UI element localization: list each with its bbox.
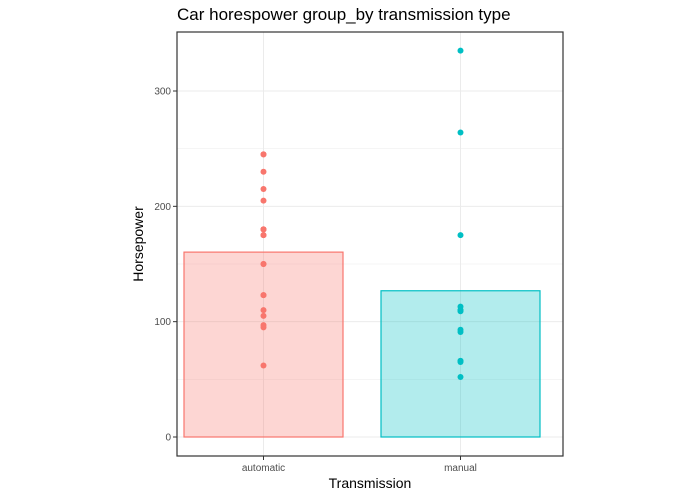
bar-automatic	[183, 251, 344, 438]
data-point-automatic	[260, 312, 267, 319]
data-point-automatic	[260, 322, 267, 329]
data-point-manual	[457, 47, 464, 54]
data-point-manual	[457, 232, 464, 239]
data-point-manual	[457, 357, 464, 364]
y-tick-label: 100	[154, 317, 171, 328]
data-point-automatic	[260, 226, 267, 233]
data-point-manual	[457, 308, 464, 315]
data-point-manual	[457, 129, 464, 136]
x-tick-label: automatic	[242, 463, 285, 474]
panel-background	[177, 32, 563, 456]
y-axis-label: Horsepower	[130, 206, 146, 282]
y-axis: 0 100 200 300	[154, 87, 177, 444]
plot-panel	[176, 31, 564, 457]
data-point-automatic	[260, 261, 267, 267]
data-point-manual	[457, 329, 464, 336]
data-point-automatic	[260, 292, 267, 299]
data-point-automatic	[260, 168, 267, 175]
data-point-automatic	[260, 362, 267, 369]
chart-title: Car horespower group_by transmission typ…	[177, 5, 511, 24]
y-tick-label: 300	[154, 87, 171, 98]
data-point-automatic	[260, 151, 267, 158]
data-point-automatic	[260, 197, 267, 204]
panel-border	[176, 31, 564, 457]
x-axis-label: Transmission	[329, 475, 412, 491]
data-point-automatic	[260, 307, 267, 314]
data-point-automatic	[260, 232, 267, 239]
y-tick-label: 200	[154, 202, 171, 213]
data-point-manual	[457, 303, 464, 310]
data-point-automatic	[260, 186, 267, 193]
y-tick-label: 0	[165, 433, 171, 444]
x-axis: automatic manual	[242, 456, 477, 474]
data-point-manual	[457, 374, 464, 381]
x-tick-label: manual	[444, 463, 477, 474]
